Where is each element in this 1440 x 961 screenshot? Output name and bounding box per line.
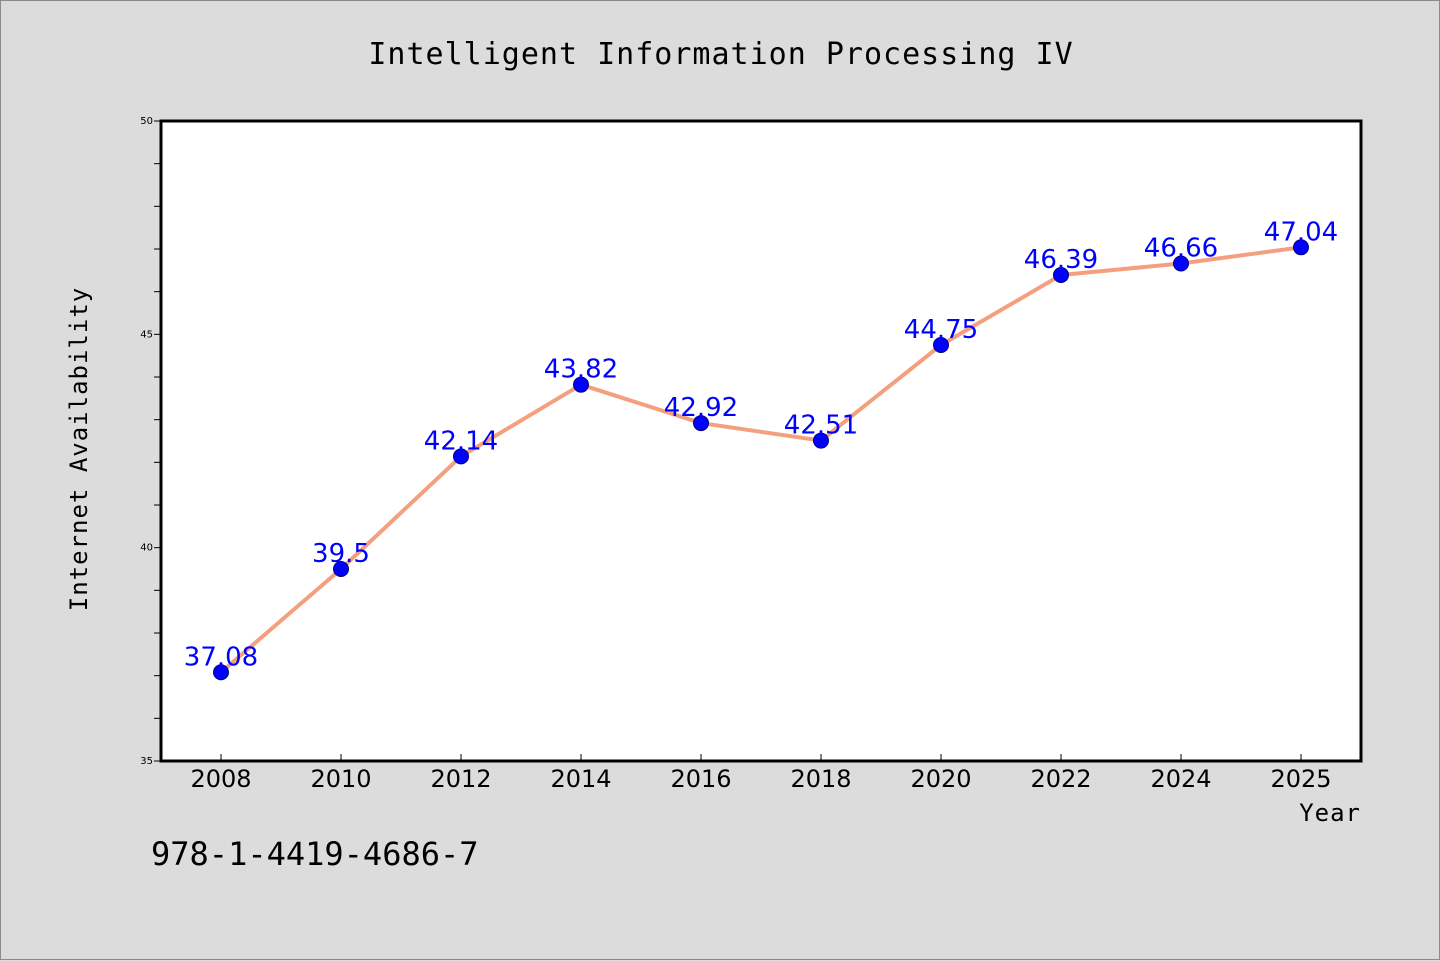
- data-point: [933, 337, 949, 353]
- y-tick-label: 40: [140, 543, 153, 554]
- x-tick-label: 2010: [310, 765, 371, 793]
- x-tick-label: 2016: [670, 765, 731, 793]
- data-label: 44.75: [904, 315, 978, 345]
- y-tick-label: 50: [140, 116, 153, 127]
- x-axis-ticks: 2008 2010 2012 2014 2016 2018 2020 2022 2024 2025: [190, 754, 1332, 793]
- data-point: [693, 415, 709, 432]
- x-tick-label: 2022: [1030, 765, 1091, 793]
- x-axis-label: Year: [1299, 799, 1361, 827]
- isbn-text: 978-1-4419-4686-7: [151, 835, 479, 873]
- x-tick-label: 2012: [430, 765, 491, 793]
- data-label: 42.51: [784, 411, 858, 441]
- data-label: 37.08: [184, 642, 258, 672]
- data-label: 46.66: [1144, 234, 1218, 264]
- x-tick-label: 2020: [910, 765, 971, 793]
- data-point: [213, 664, 229, 681]
- y-axis-ticks: 35 40 45 50: [140, 116, 161, 767]
- x-tick-label: 2024: [1150, 765, 1211, 793]
- series-line: [219, 245, 1302, 674]
- data-label: 46.39: [1024, 245, 1098, 275]
- data-point: [453, 448, 469, 465]
- y-axis-label: Internet Availability: [65, 287, 93, 611]
- data-point: [1053, 267, 1069, 284]
- x-tick-label: 2008: [190, 765, 251, 793]
- data-label: 47.04: [1264, 217, 1338, 247]
- data-point: [813, 432, 829, 449]
- chart-title: Intelligent Information Processing IV: [368, 37, 1073, 72]
- data-point: [333, 561, 349, 577]
- plot-area: [159, 119, 1363, 763]
- data-label: 43.82: [544, 355, 618, 385]
- x-tick-label: 2014: [550, 765, 611, 793]
- data-point: [1173, 255, 1189, 272]
- data-label: 42.92: [664, 393, 738, 423]
- x-tick-label: 2025: [1270, 765, 1331, 793]
- y-tick-label: 45: [140, 329, 153, 340]
- data-label: 39.5: [312, 539, 370, 569]
- y-tick-label: 35: [140, 756, 153, 767]
- series-group: 37.08 39.5 42.14 43.82 42.92 42.51 44.75 46.39 4…: [184, 217, 1338, 681]
- data-point: [573, 376, 589, 393]
- data-label: 42.14: [424, 426, 498, 456]
- x-tick-label: 2018: [790, 765, 851, 793]
- data-point: [1293, 239, 1309, 256]
